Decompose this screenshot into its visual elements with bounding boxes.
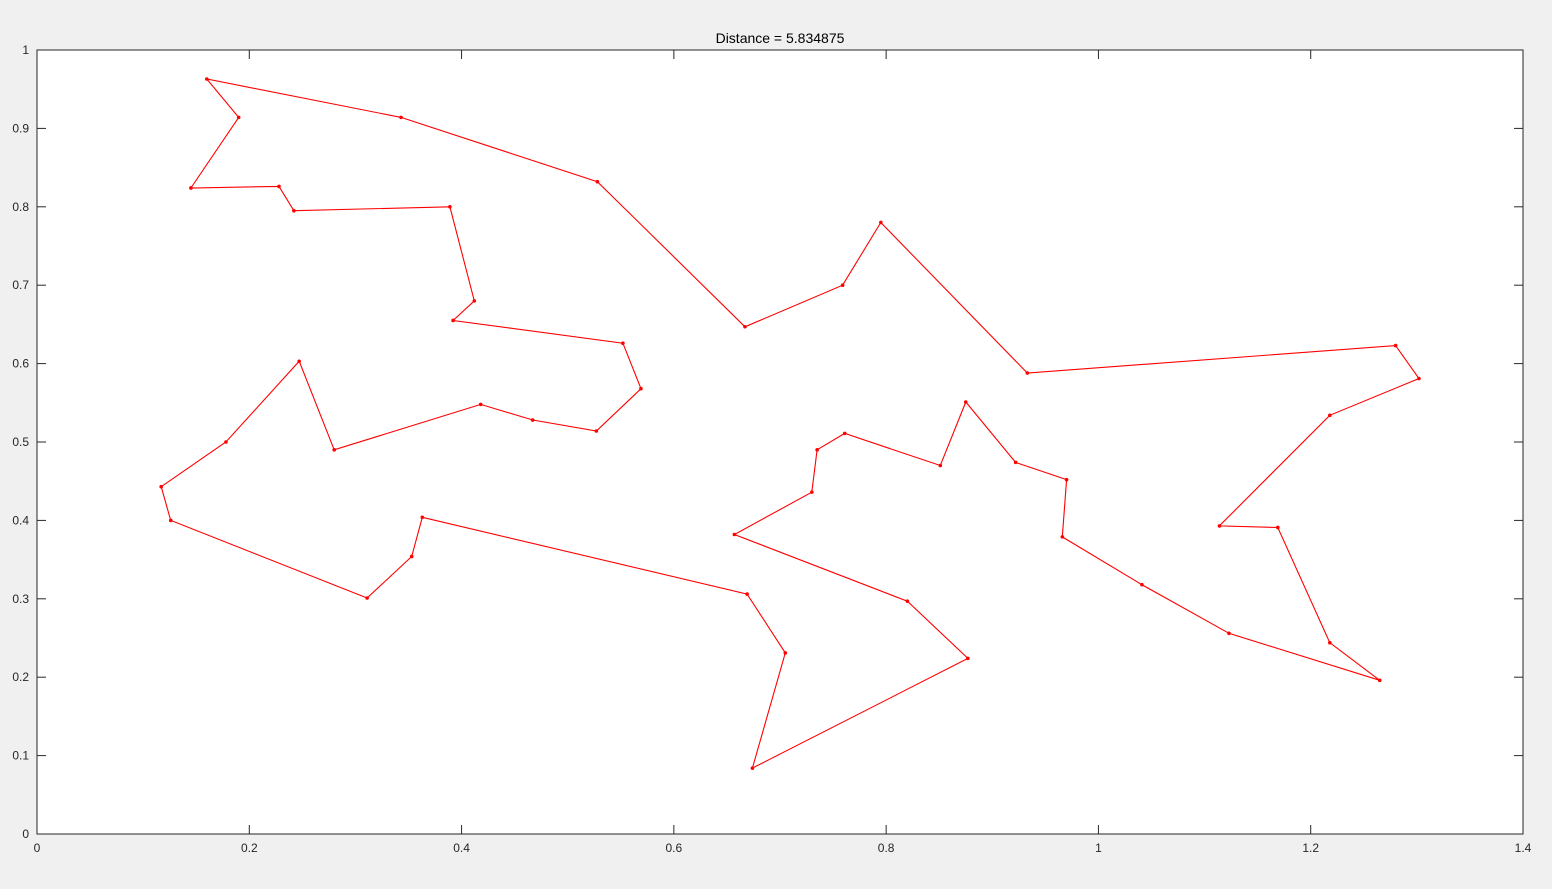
- city-point: [732, 532, 737, 537]
- city-point: [1276, 525, 1280, 530]
- city-point: [1025, 371, 1030, 375]
- city-point: [1417, 376, 1421, 381]
- city-point: [639, 386, 643, 391]
- city-point: [938, 463, 943, 468]
- city-point: [1227, 631, 1231, 636]
- y-tick-label: 0.8: [12, 200, 29, 214]
- city-point: [168, 518, 173, 523]
- city-point: [842, 431, 847, 436]
- city-point: [399, 115, 403, 120]
- city-point: [750, 766, 755, 770]
- city-point: [815, 448, 819, 452]
- y-tick-label: 0.4: [12, 513, 29, 527]
- city-point: [451, 318, 455, 323]
- city-point: [745, 592, 749, 596]
- axes: 0 0.2 0.4 0.6 0.8 1 1.2 1.4 0 0.1 0.2 0.3 0.4 0.5 0.6 0…: [12, 43, 1531, 855]
- city-point: [205, 77, 209, 81]
- city-point: [810, 490, 814, 494]
- y-tick-label: 0.1: [12, 749, 29, 763]
- city-point: [1377, 678, 1382, 683]
- plot-area: [36, 49, 1524, 835]
- city-point: [1217, 524, 1222, 528]
- y-tick-label: 1: [22, 43, 29, 57]
- y-tick-label: 0.6: [12, 357, 29, 371]
- city-point: [420, 515, 425, 520]
- city-point: [530, 418, 535, 422]
- city-point: [297, 359, 301, 364]
- city-point: [409, 554, 414, 559]
- y-tick-label: 0.2: [12, 670, 29, 684]
- city-point: [1328, 413, 1332, 418]
- city-point: [905, 599, 910, 603]
- x-tick-label: 1.2: [1302, 841, 1319, 855]
- city-point: [472, 299, 477, 303]
- city-point: [159, 484, 163, 489]
- city-point: [743, 324, 747, 329]
- y-tick-label: 0.9: [12, 121, 29, 135]
- x-tick-label: 1: [1095, 841, 1102, 855]
- city-point: [621, 341, 625, 346]
- city-point: [448, 205, 452, 209]
- y-tick-label: 0.3: [12, 592, 29, 606]
- x-tick-label: 0: [34, 841, 41, 855]
- city-point: [1140, 582, 1144, 587]
- city-point: [236, 115, 241, 120]
- x-tick-label: 0.8: [878, 841, 895, 855]
- city-point: [966, 656, 970, 661]
- city-point: [478, 402, 483, 407]
- x-tick-label: 1.4: [1515, 841, 1532, 855]
- city-point: [189, 186, 193, 190]
- city-point: [365, 596, 369, 600]
- x-tick-label: 0.4: [453, 841, 470, 855]
- city-point: [595, 179, 600, 184]
- city-point: [332, 448, 337, 452]
- city-point: [277, 184, 281, 189]
- x-tick-label: 0.2: [241, 841, 258, 855]
- city-point: [594, 429, 599, 433]
- city-point: [783, 651, 788, 655]
- x-tick-label: 0.6: [666, 841, 683, 855]
- city-point: [1013, 460, 1018, 465]
- city-point: [292, 208, 296, 213]
- city-point: [1064, 477, 1069, 482]
- chart-title: Distance = 5.834875: [716, 30, 845, 46]
- y-tick-label: 0.5: [12, 435, 29, 449]
- city-point: [840, 283, 845, 288]
- city-point: [1393, 343, 1398, 348]
- y-tick-label: 0.7: [12, 278, 29, 292]
- city-point: [1328, 640, 1332, 645]
- city-point: [879, 220, 883, 225]
- city-point: [963, 400, 968, 404]
- city-point: [224, 440, 228, 444]
- y-tick-label: 0: [22, 827, 29, 841]
- city-point: [1060, 535, 1065, 539]
